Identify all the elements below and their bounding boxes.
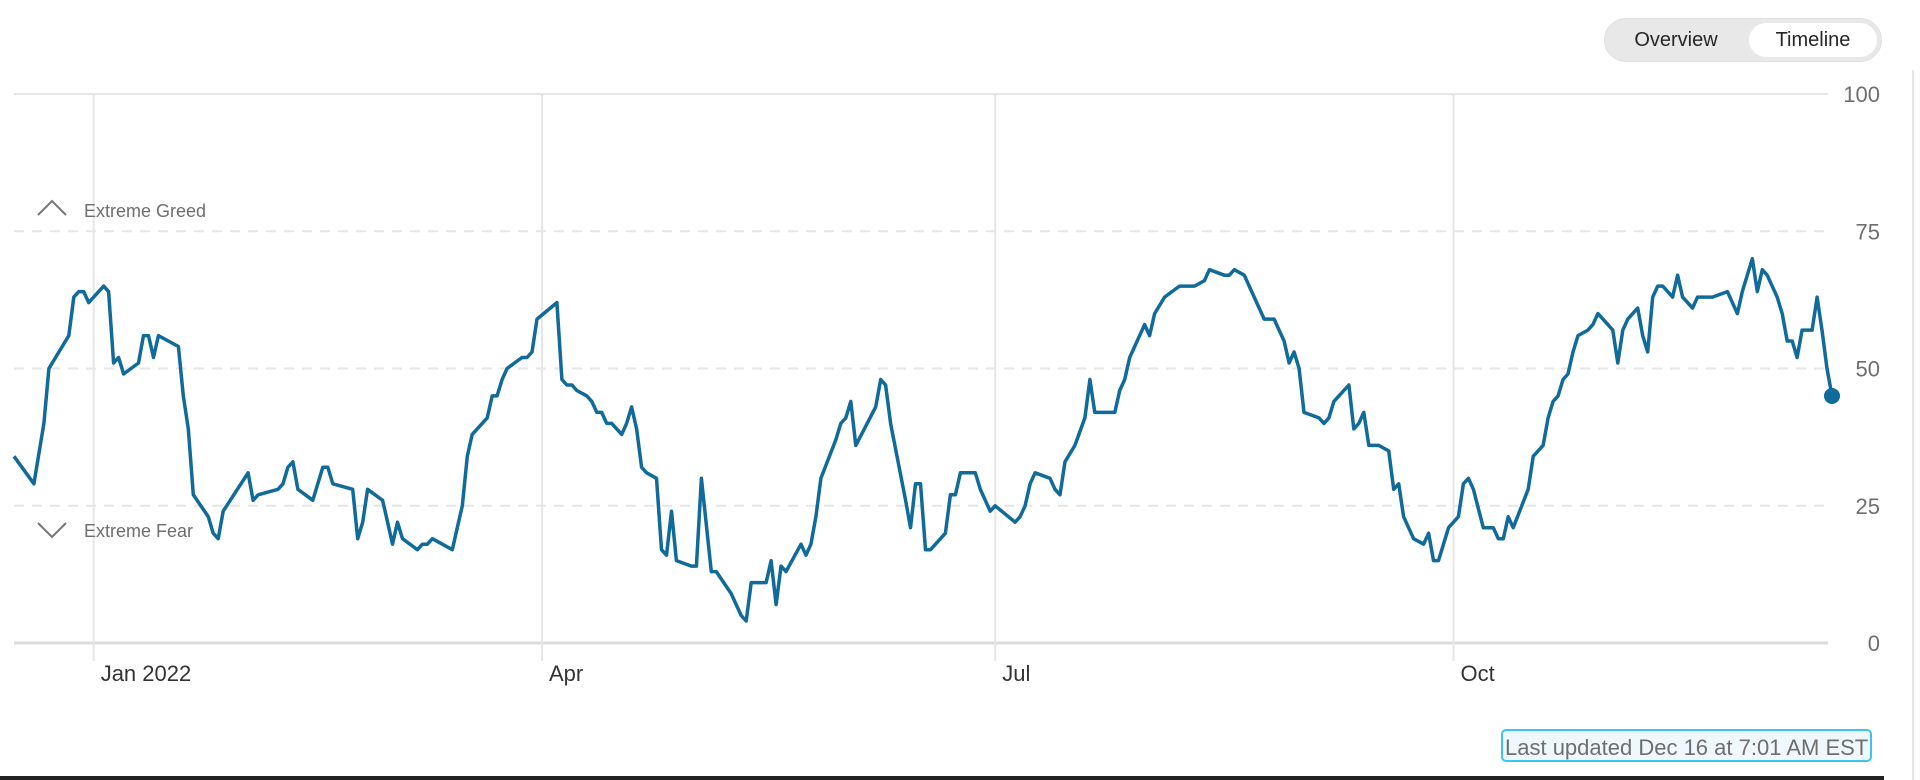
bottom-divider xyxy=(0,776,1884,780)
band-label: Extreme Greed xyxy=(84,201,206,221)
x-tick-label: Oct xyxy=(1460,661,1494,686)
x-tick-label: Jul xyxy=(1002,661,1030,686)
chevron-down-icon xyxy=(37,522,67,539)
y-tick-label: 100 xyxy=(1843,82,1880,107)
y-tick-label: 0 xyxy=(1868,631,1880,656)
y-tick-label: 75 xyxy=(1856,219,1880,244)
y-tick-label: 25 xyxy=(1856,494,1880,519)
last-updated-text: Last updated Dec 16 at 7:01 AM EST xyxy=(1501,729,1873,762)
y-tick-label: 50 xyxy=(1856,357,1880,382)
index-line xyxy=(12,256,1834,623)
toggle-timeline[interactable]: Timeline xyxy=(1749,23,1877,57)
band-label: Extreme Fear xyxy=(84,521,193,541)
toggle-overview[interactable]: Overview xyxy=(1634,29,1718,51)
view-toggle: Overview Timeline xyxy=(1604,18,1882,62)
current-value-marker xyxy=(1824,387,1840,404)
right-divider xyxy=(1912,70,1914,780)
x-tick-label: Jan 2022 xyxy=(101,661,192,686)
x-tick-label: Apr xyxy=(549,661,583,686)
chevron-up-icon xyxy=(37,199,67,216)
